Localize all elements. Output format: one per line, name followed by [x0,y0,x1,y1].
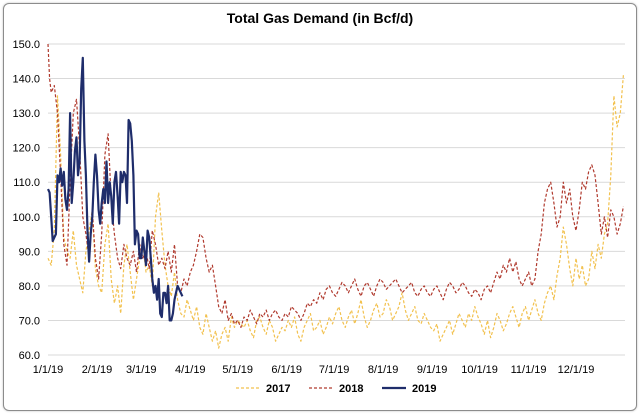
legend-label-2017: 2017 [266,383,290,395]
gridlines [48,43,625,356]
y-tick-label: 60.0 [19,350,40,362]
y-tick-label: 120.0 [12,143,40,155]
y-tick-label: 110.0 [13,177,40,189]
legend-label-2019: 2019 [412,383,436,395]
y-tick-label: 100.0 [12,212,40,224]
x-tick-label: 12/1/19 [558,364,595,376]
series-lines [46,43,624,349]
y-tick-label: 90.0 [19,246,40,258]
y-tick-label: 130.0 [12,108,40,120]
x-tick-label: 4/1/19 [175,364,206,376]
x-tick-label: 7/1/19 [319,364,350,376]
x-tick-label: 1/1/19 [33,364,64,376]
x-tick-label: 6/1/19 [271,364,302,376]
legend-label-2018: 2018 [339,383,363,395]
x-tick-label: 2/1/19 [82,364,113,376]
x-tick-label: 11/1/19 [511,364,547,376]
y-tick-label: 70.0 [19,315,40,327]
y-axis-ticks: 60.0 70.0 80.0 90.0 100.0 110.0 120.0 130.0 140.… [12,39,40,362]
x-axis-ticks: 1/1/19 2/1/19 3/1/19 4/1/19 5/1/19 6/1/19 7/1/… [33,364,595,376]
chart-title: Total Gas Demand (in Bcf/d) [226,10,414,26]
y-tick-label: 80.0 [19,281,40,293]
series-line-2017 [47,75,624,349]
y-tick-label: 150.0 [12,39,40,51]
series-line-2019 [46,56,184,322]
legend: 2017 2018 2019 [236,383,436,395]
chart-frame [3,3,637,411]
x-tick-label: 8/1/19 [368,364,399,376]
x-tick-label: 3/1/19 [126,364,157,376]
x-tick-label: 10/1/19 [461,364,498,376]
x-tick-label: 5/1/19 [222,364,253,376]
x-tick-label: 9/1/19 [417,364,448,376]
y-tick-label: 140.0 [12,74,40,86]
